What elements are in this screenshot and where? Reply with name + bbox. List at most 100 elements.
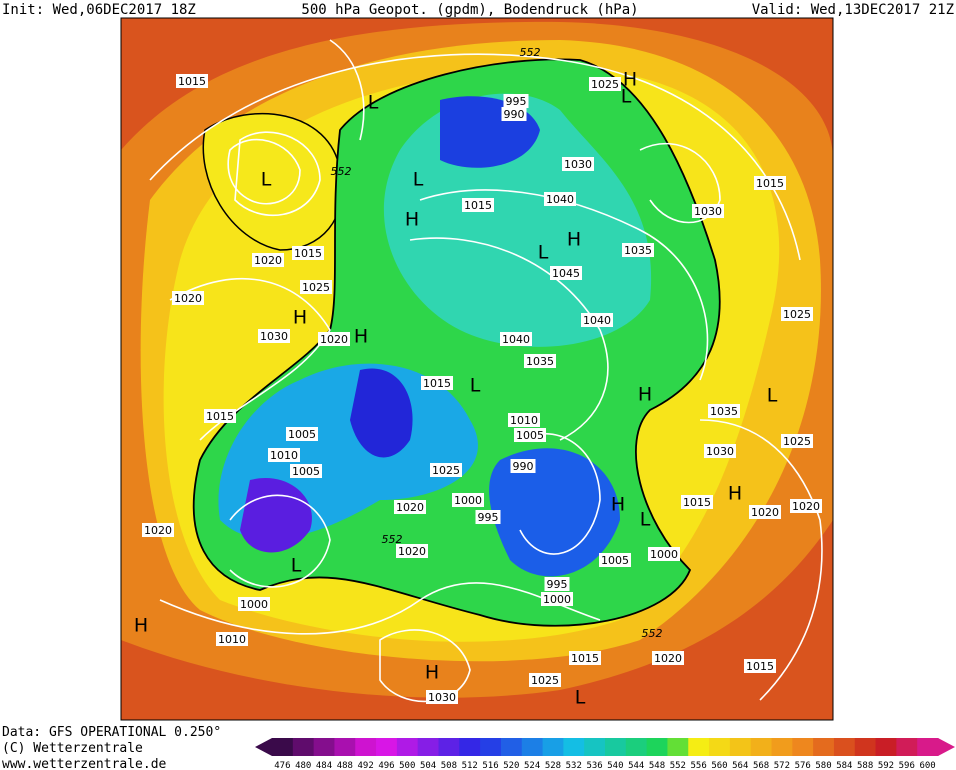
isobar-label-box — [749, 505, 781, 519]
pressure-center: L — [368, 92, 379, 114]
legend-swatch — [875, 738, 897, 756]
isobar-label: 990 — [513, 460, 534, 473]
isobar-label-box — [781, 434, 813, 448]
isobar-label-box — [589, 77, 621, 91]
legend-label: 480 — [295, 761, 311, 770]
pressure-center: L — [261, 169, 272, 191]
isobar-label-box — [238, 597, 270, 611]
init-time: Init: Wed,06DEC2017 18Z — [2, 2, 196, 18]
isobar-label-box — [204, 409, 236, 423]
isobar-label: 1015 — [683, 496, 711, 509]
legend-label: 556 — [691, 761, 707, 770]
legend-label: 536 — [586, 761, 602, 770]
isobar-label-box — [544, 577, 570, 591]
isobar-label: 1005 — [288, 428, 316, 441]
legend-label: 576 — [795, 761, 811, 770]
legend-label: 504 — [420, 761, 436, 770]
legend-arrow-left — [255, 738, 272, 756]
legend-label: 596 — [899, 761, 915, 770]
isobar-label: 1005 — [601, 554, 629, 567]
legend-swatch — [355, 738, 377, 756]
isobar-label: 1015 — [206, 410, 234, 423]
legend-swatch — [667, 738, 689, 756]
legend-label: 572 — [774, 761, 790, 770]
isobar-label: 1020 — [144, 524, 172, 537]
isobar-label-box — [562, 157, 594, 171]
legend-swatch — [521, 738, 544, 756]
legend-swatch — [729, 738, 752, 756]
isobar-label: 1015 — [464, 199, 492, 212]
legend-label: 592 — [878, 761, 894, 770]
isobar-label-box — [462, 198, 494, 212]
legend-swatch — [896, 738, 918, 756]
url: www.wetterzentrale.de — [2, 757, 167, 770]
isobar-label-box — [652, 651, 684, 665]
isobar-label: 1025 — [783, 308, 811, 321]
data-source: Data: GFS OPERATIONAL 0.250° — [2, 725, 221, 740]
legend-label: 476 — [274, 761, 290, 770]
map — [121, 18, 833, 720]
isobar-label: 1020 — [254, 254, 282, 267]
legend-label: 584 — [836, 761, 852, 770]
legend-label: 588 — [857, 761, 873, 770]
isobars — [149, 39, 823, 703]
legend-swatch — [334, 738, 356, 756]
legend-swatch — [688, 738, 710, 756]
legend-swatch — [854, 738, 877, 756]
valid-time: Valid: Wed,13DEC2017 21Z — [752, 2, 954, 18]
isobar-label: 1030 — [706, 445, 734, 458]
isobar-label-box — [503, 94, 529, 108]
geopotential-label: 552 — [520, 46, 541, 59]
legend-swatch — [480, 738, 502, 756]
isobar-label-box — [300, 280, 332, 294]
map-labels: 1015 L 552 1025 H L 995 990 552 L L 1030 1015 1030 104… — [134, 46, 822, 709]
isobar-label-box — [529, 673, 561, 687]
isobar-label-box — [544, 192, 576, 206]
pressure-center: L — [621, 86, 632, 108]
legend-swatch — [292, 738, 315, 756]
legend-swatch — [605, 738, 627, 756]
legend-label: 568 — [753, 761, 769, 770]
legend-swatch — [313, 738, 335, 756]
isobar-label: 1045 — [552, 267, 580, 280]
legend-swatch — [500, 738, 523, 756]
isobar-label-box — [524, 354, 556, 368]
isobar-label-box — [290, 464, 322, 478]
isobar-label-box — [744, 659, 776, 673]
isobar-label: 1015 — [571, 652, 599, 665]
legend-label: 532 — [566, 761, 582, 770]
isobar-label: 1010 — [510, 414, 538, 427]
isobar-label-box — [421, 376, 453, 390]
legend-swatch — [376, 738, 398, 756]
isobar-label-box — [514, 428, 546, 442]
isobar-label-box — [394, 500, 426, 514]
legend-swatch — [563, 738, 585, 756]
copyright: (C) Wetterzentrale — [2, 741, 143, 756]
isobar-label-box — [501, 107, 527, 121]
map-title: 500 hPa Geopot. (gpdm), Bodendruck (hPa) — [301, 2, 638, 18]
isobar-label-box — [781, 307, 813, 321]
isobar-label: 1030 — [694, 205, 722, 218]
isobar-label: 1020 — [792, 500, 820, 513]
legend-label: 516 — [482, 761, 498, 770]
isobar-label: 1020 — [751, 506, 779, 519]
isobar-label: 1000 — [543, 593, 571, 606]
isobar-label-box — [681, 495, 713, 509]
geopotential-label: 552 — [331, 165, 352, 178]
isobar-label-box — [648, 547, 680, 561]
isobar-label: 995 — [478, 511, 499, 524]
legend-swatch — [584, 738, 606, 756]
legend-label: 560 — [711, 761, 727, 770]
legend-arrow-right — [938, 738, 955, 756]
isobar-label-box — [430, 463, 462, 477]
pressure-center: H — [293, 307, 307, 329]
pressure-center: H — [405, 209, 419, 231]
isobar-label: 1020 — [396, 501, 424, 514]
isobar-label-box — [258, 329, 290, 343]
legend-swatch — [272, 738, 294, 756]
legend-label: 544 — [628, 761, 644, 770]
isobar-label-box — [172, 291, 204, 305]
pressure-center: L — [575, 687, 586, 709]
isobar-label-box — [475, 510, 501, 524]
